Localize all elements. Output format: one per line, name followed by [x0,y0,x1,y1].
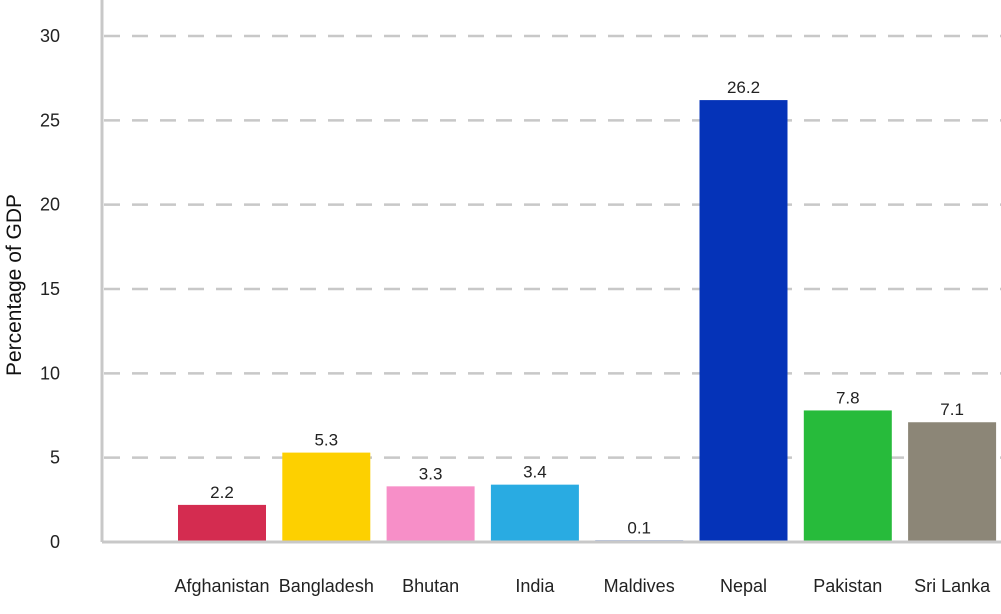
data-labels: 2.2 5.3 3.3 3.4 0.1 26.2 7.8 7.1 [210,78,964,537]
data-label: 26.2 [727,78,760,97]
data-label: 3.4 [523,463,547,482]
bar-india [490,484,579,542]
y-axis-ticks: 0 5 10 15 20 25 30 [40,26,60,552]
x-category-label: Bhutan [402,576,459,596]
data-label: 0.1 [627,518,651,537]
y-tick-label: 15 [40,279,60,299]
bar-afghanistan [178,504,266,542]
x-category-label: Afghanistan [174,576,269,596]
x-category-label: Maldives [604,576,675,596]
y-tick-label: 25 [40,110,60,130]
y-axis-title: Percentage of GDP [3,194,26,376]
bar-bhutan [386,486,475,542]
data-label: 2.2 [210,483,234,502]
data-label: 3.3 [419,464,443,483]
x-category-label: Nepal [720,576,767,596]
data-label: 7.8 [836,388,860,407]
x-category-label: Pakistan [813,576,882,596]
y-tick-label: 10 [40,363,60,383]
y-tick-label: 20 [40,195,60,215]
x-axis-categories: Afghanistan Bangladesh Bhutan India Maldives… [174,576,991,596]
bars [178,100,997,543]
bar-bangladesh [282,452,371,542]
bar-nepal [699,100,788,543]
y-tick-label: 0 [50,532,60,552]
y-tick-label: 5 [50,448,60,468]
bar-sri-lanka [908,422,997,542]
gridlines [104,34,1001,459]
x-category-label: Bangladesh [279,576,374,596]
x-category-label: Sri Lanka [914,576,991,596]
x-category-label: India [515,576,555,596]
bar-pakistan [803,410,892,542]
y-tick-label: 30 [40,26,60,46]
data-label: 5.3 [314,431,338,450]
data-label: 7.1 [940,400,964,419]
